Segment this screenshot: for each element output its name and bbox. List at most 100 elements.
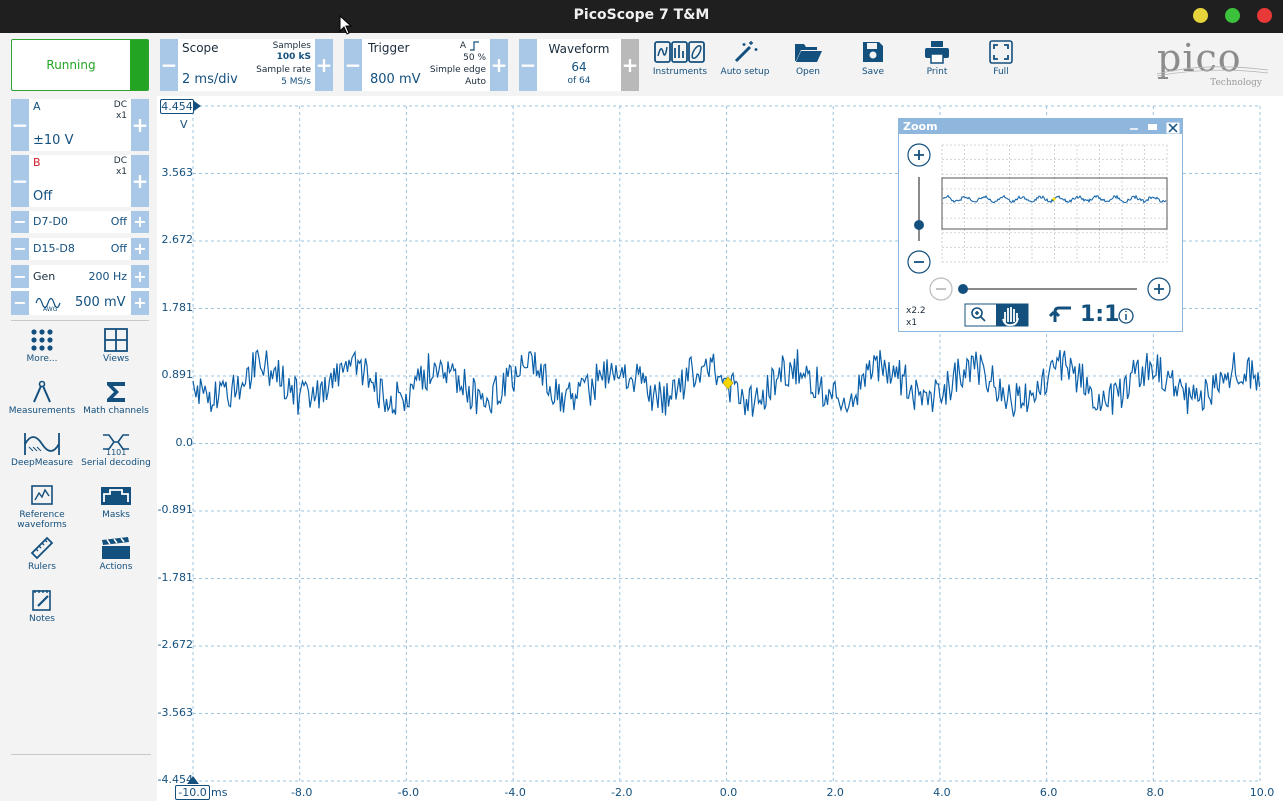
awg-icon-text: AWG [43, 306, 58, 313]
zoom-close-icon[interactable] [1168, 123, 1178, 133]
channel-b-decrease-button[interactable]: − [11, 155, 29, 207]
save-button[interactable]: Save [843, 40, 903, 90]
y-axis-tick-label: 0.0 [175, 435, 194, 449]
more-button[interactable]: More... [2, 328, 82, 364]
zoom-viewport-rect[interactable] [941, 177, 1168, 230]
zoom-reset-label[interactable]: 1:1 [1080, 302, 1120, 327]
deepmeasure-button[interactable]: DeepMeasure [2, 432, 82, 468]
waveform-previous-button[interactable]: − [519, 39, 537, 91]
waveform-current[interactable]: 64 [571, 60, 587, 74]
grid-dots-icon [31, 329, 53, 351]
x-axis-handle-icon[interactable] [187, 776, 199, 784]
serial-decoding-label: Serial decoding [81, 458, 151, 468]
y-axis-tick-label: -1.781 [157, 570, 193, 584]
channel-b-coupling[interactable]: DC [113, 156, 127, 166]
measurements-button[interactable]: Measurements [2, 380, 82, 416]
channel-a-probe[interactable]: x1 [115, 111, 127, 121]
y-axis-handle-icon[interactable] [194, 101, 202, 111]
waveform-next-button[interactable]: + [621, 39, 639, 91]
compass-icon [33, 380, 51, 403]
instruments-label: Instruments [652, 67, 708, 77]
undo-zoom-icon[interactable] [1048, 306, 1071, 322]
samples-value[interactable]: 100 kS [276, 52, 311, 62]
trigger-level-value[interactable]: 800 mV [370, 72, 421, 87]
zoom-overview-window: Zoom x2.2 x1 1:1 [898, 118, 1183, 332]
print-button[interactable]: Print [907, 40, 967, 90]
x-axis-min-value[interactable]: -10.0 [175, 785, 210, 800]
gen-amplitude[interactable]: 500 mV [75, 295, 126, 310]
printer-icon [925, 41, 949, 64]
channel-a-range[interactable]: ±10 V [33, 133, 74, 148]
close-window-button[interactable] [1257, 8, 1272, 23]
digital-d15-d8-settings: − D15-D8 Off + [11, 238, 149, 260]
digital-d7-d0-name: D7-D0 [33, 215, 68, 228]
gen-frequency-decrease-button[interactable]: − [11, 265, 29, 288]
trigger-type[interactable]: Simple edge [429, 65, 486, 75]
rulers-button[interactable]: Rulers [2, 536, 82, 572]
horizontal-zoom-slider-thumb[interactable] [958, 284, 968, 294]
timebase-decrease-button[interactable]: − [160, 39, 178, 91]
zoom-magnifier-icon[interactable] [971, 307, 983, 319]
timebase-increase-button[interactable]: + [315, 39, 333, 91]
mask-icon [101, 487, 131, 505]
channel-a-decrease-button[interactable]: − [11, 99, 29, 151]
digital-d15-d8-state[interactable]: Off [110, 242, 127, 255]
channel-b-increase-button[interactable]: + [131, 155, 149, 207]
reference-waveforms-button[interactable]: Reference waveforms [2, 484, 82, 530]
digital-d15-d8-increase-button[interactable]: + [131, 238, 149, 260]
maximize-window-button[interactable] [1225, 8, 1240, 23]
digital-d7-d0-increase-button[interactable]: + [131, 211, 149, 233]
channel-a-increase-button[interactable]: + [131, 99, 149, 151]
pico-logo: pico Technology [1155, 36, 1270, 92]
gen-frequency-increase-button[interactable]: + [131, 265, 149, 288]
views-button[interactable]: Views [76, 328, 156, 364]
math-channels-button[interactable]: Math channels [76, 380, 156, 416]
open-label: Open [795, 67, 821, 77]
digital-d15-d8-decrease-button[interactable]: − [11, 238, 29, 260]
actions-button[interactable]: Actions [76, 536, 156, 572]
masks-button[interactable]: Masks [76, 484, 156, 520]
channel-b-probe[interactable]: x1 [115, 167, 127, 177]
masks-label: Masks [102, 510, 130, 520]
zoom-overview-canvas[interactable] [899, 134, 1182, 331]
pan-hand-button[interactable] [996, 304, 1028, 326]
trigger-marker-icon[interactable] [722, 376, 734, 390]
y-axis-unit: V [180, 118, 188, 131]
y-axis-max-value[interactable]: 4.454 [160, 99, 194, 114]
minimize-window-button[interactable] [1193, 8, 1208, 23]
run-stop-button[interactable]: Running [11, 39, 149, 91]
open-button[interactable]: Open [778, 40, 838, 90]
trigger-decrease-button[interactable]: − [344, 39, 362, 91]
digital-d7-d0-state[interactable]: Off [110, 215, 127, 228]
awg-wave-icon: AWG [35, 297, 61, 313]
instruments-button[interactable]: Instruments [650, 40, 710, 90]
trigger-mode[interactable]: Auto [465, 77, 486, 87]
vertical-zoom-slider-thumb[interactable] [914, 220, 924, 230]
zoom-maximize-icon[interactable] [1148, 124, 1157, 130]
serial-decoding-button[interactable]: 1101 Serial decoding [76, 432, 156, 468]
deepmeasure-icon [24, 433, 60, 455]
zoom-title-bar[interactable]: Zoom [899, 119, 1182, 134]
signal-generator-settings: − Gen 200 Hz + − AWG 500 mV + [11, 265, 149, 315]
notepad-icon [32, 590, 51, 611]
auto-setup-button[interactable]: Auto setup [715, 40, 775, 90]
timebase-value[interactable]: 2 ms/div [182, 72, 238, 87]
channel-b-range[interactable]: Off [33, 189, 53, 204]
samples-label: Samples [272, 41, 311, 51]
reference-waveform-icon [31, 485, 53, 505]
run-indicator [130, 40, 148, 90]
zoom-y-factor: x1 [906, 318, 918, 328]
trigger-increase-button[interactable]: + [490, 39, 508, 91]
gen-amplitude-decrease-button[interactable]: − [11, 291, 29, 315]
gen-frequency[interactable]: 200 Hz [88, 270, 127, 283]
full-screen-button[interactable]: Full [971, 40, 1031, 90]
digital-d7-d0-decrease-button[interactable]: − [11, 211, 29, 233]
floppy-disk-icon [863, 42, 883, 62]
x-axis-tick-label: 10.0 [1249, 786, 1275, 799]
channel-a-coupling[interactable]: DC [113, 100, 127, 110]
notes-button[interactable]: Notes [2, 588, 82, 624]
digital-d15-d8-name: D15-D8 [33, 242, 75, 255]
gen-amplitude-increase-button[interactable]: + [131, 291, 149, 315]
x-axis-tick-label: 6.0 [1039, 786, 1058, 799]
window-title: PicoScope 7 T&M [573, 7, 710, 23]
